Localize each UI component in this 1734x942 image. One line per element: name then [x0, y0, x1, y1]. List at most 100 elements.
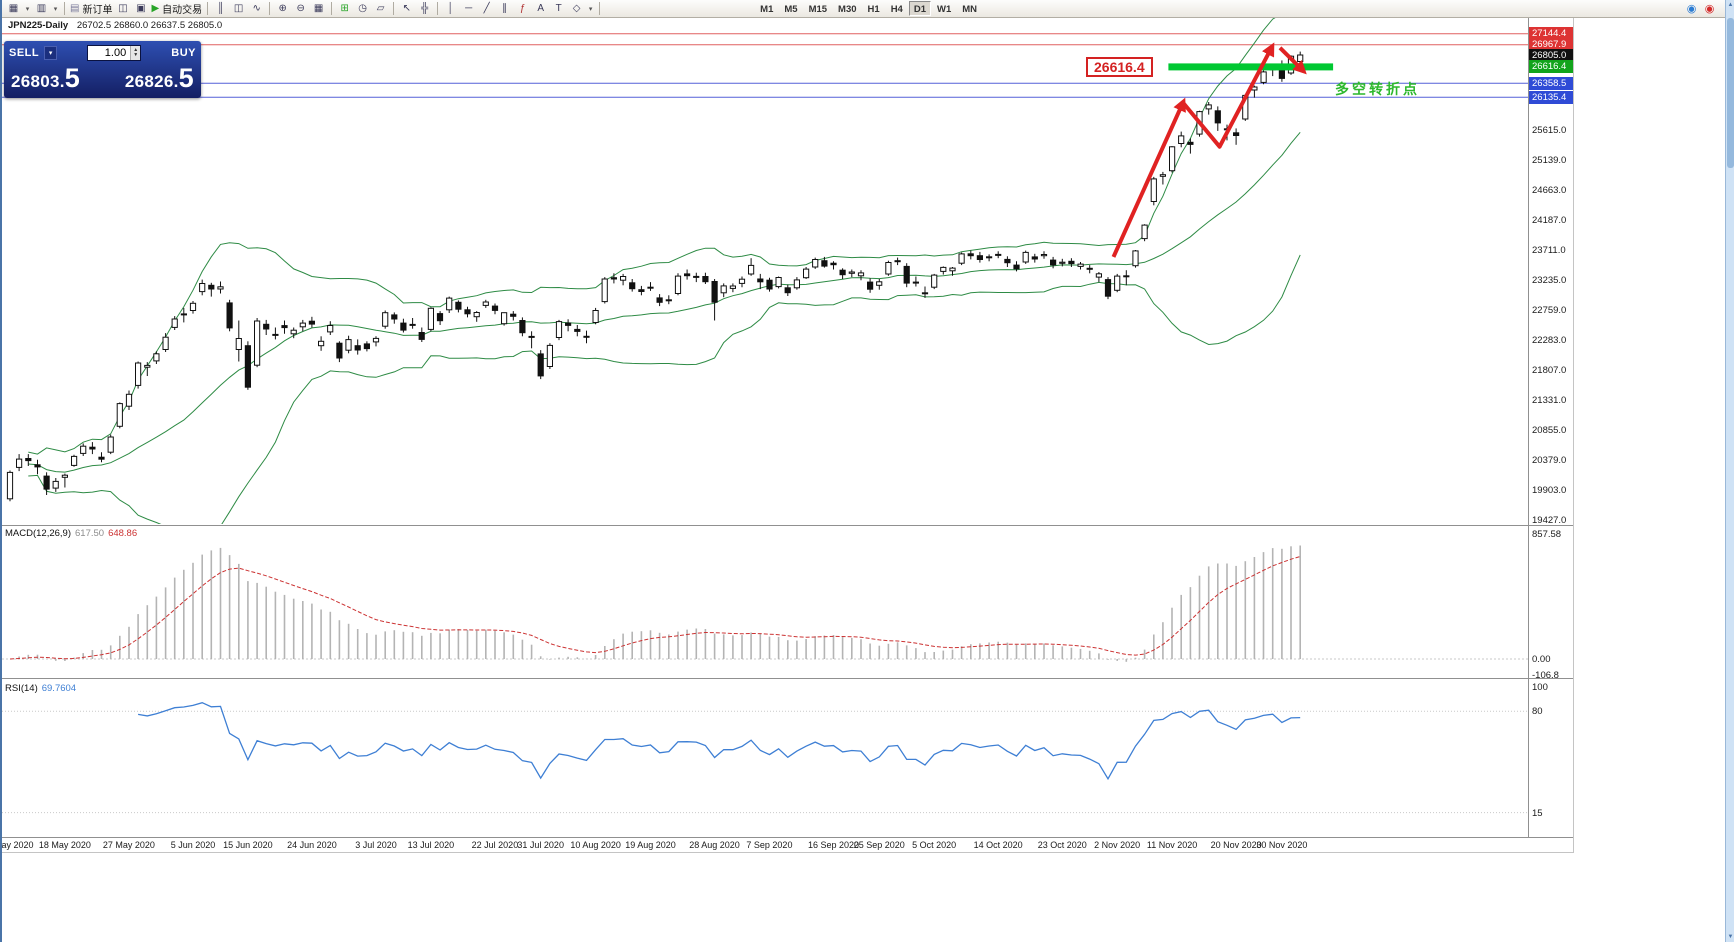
- timeframe-h1-button[interactable]: H1: [867, 4, 880, 15]
- community-icon[interactable]: ◉: [1686, 3, 1697, 15]
- new-chart-button[interactable]: ▦: [5, 1, 22, 16]
- tile-windows-button[interactable]: ▦: [310, 1, 327, 16]
- candlestick-chart-icon: ◫: [233, 3, 244, 14]
- crosshair-button[interactable]: ╬: [416, 1, 433, 16]
- macd-axis-label: 0.00: [1532, 654, 1551, 665]
- ohlc-readout: 26702.5 26860.0 26637.5 26805.0: [76, 20, 223, 31]
- scrollbar-thumb[interactable]: [1727, 18, 1734, 168]
- templates-icon: ▱: [376, 3, 385, 14]
- toolbar-separator: [599, 2, 601, 15]
- timeframe-d1-button[interactable]: D1: [908, 1, 931, 16]
- vertical-line-button[interactable]: │: [442, 1, 459, 16]
- text-icon: A: [537, 3, 544, 14]
- trendline-button[interactable]: ╱: [478, 1, 495, 16]
- chevron-down-icon: ▾: [48, 49, 53, 57]
- trade-panel-dropdown[interactable]: ▾: [44, 45, 58, 60]
- price-level-annotation[interactable]: 26616.4: [1086, 57, 1153, 77]
- cursor-button[interactable]: ↖: [398, 1, 415, 16]
- vertical-scrollbar[interactable]: ▲ ▼: [1725, 0, 1734, 942]
- new-chart-dropdown[interactable]: ▾: [23, 1, 32, 16]
- price-axis-label: 21331.0: [1532, 394, 1567, 406]
- time-axis-label: 23 Oct 2020: [1037, 840, 1087, 850]
- new-chart-icon: ▾: [25, 5, 30, 13]
- data-window-icon: ▣: [136, 3, 146, 14]
- bar-chart-icon: ║: [217, 3, 225, 14]
- templates-button[interactable]: ▱: [372, 1, 389, 16]
- time-axis-label: 7 Sep 2020: [746, 840, 793, 850]
- price-axis-label: 20855.0: [1532, 424, 1567, 436]
- auto-trading-button[interactable]: ▶ 自动交易: [150, 1, 203, 16]
- time-axis-label: 22 Jul 2020: [471, 840, 519, 850]
- profiles-dropdown[interactable]: ▾: [51, 1, 60, 16]
- timeframe-mn-button[interactable]: MN: [962, 4, 978, 15]
- period-button[interactable]: ◷: [354, 1, 371, 16]
- time-axis-label: 10 Aug 2020: [570, 840, 621, 850]
- market-watch-icon: ◫: [118, 3, 128, 14]
- rsi-value: 69.7604: [41, 683, 77, 694]
- zoom-in-button[interactable]: ⊕: [274, 1, 291, 16]
- spinner-down-icon: ▼: [133, 51, 139, 58]
- new-order-button[interactable]: ▤ 新订单: [69, 1, 113, 16]
- line-chart-button[interactable]: ∿: [248, 1, 265, 16]
- volume-input[interactable]: 1.00 ▲ ▼: [87, 44, 142, 61]
- buy-price[interactable]: 26826.5: [124, 63, 194, 93]
- timeframe-w1-button[interactable]: W1: [937, 4, 952, 15]
- macd-panel-separator[interactable]: [2, 525, 1573, 526]
- horizontal-line-button[interactable]: ─: [460, 1, 477, 16]
- profiles-button[interactable]: ▥: [33, 1, 50, 16]
- candlestick-chart-button[interactable]: ◫: [230, 1, 247, 16]
- macd-label: MACD(12,26,9) 617.50 648.86: [5, 528, 138, 539]
- macd-indicator-panel[interactable]: [2, 527, 1528, 677]
- notifications-icon[interactable]: ◉: [1704, 3, 1715, 15]
- timeframe-h4-button[interactable]: H4: [890, 4, 903, 15]
- sell-button[interactable]: SELL: [9, 46, 40, 59]
- channel-icon: ∥: [502, 3, 508, 14]
- fibonacci-icon: ƒ: [519, 3, 526, 14]
- fibonacci-button[interactable]: ƒ: [514, 1, 531, 16]
- timeframe-m5-button[interactable]: M5: [784, 4, 798, 15]
- bar-chart-button[interactable]: ║: [212, 1, 229, 16]
- time-axis-label: 3 Jul 2020: [355, 840, 397, 850]
- price-chart[interactable]: [2, 17, 1528, 524]
- scroll-up-icon[interactable]: ▲: [1727, 2, 1734, 8]
- indicators-button[interactable]: ⊞: [336, 1, 353, 16]
- profiles-icon: ▾: [53, 5, 58, 13]
- price-axis-marker: 27144.4: [1529, 27, 1573, 41]
- time-axis-label: 14 Oct 2020: [973, 840, 1023, 850]
- text-label-button[interactable]: T: [550, 1, 567, 16]
- timeframe-m1-button[interactable]: M1: [760, 4, 774, 15]
- rsi-label: RSI(14) 69.7604: [5, 683, 77, 694]
- price-axis-marker: 26967.9: [1529, 38, 1573, 52]
- text-button[interactable]: A: [532, 1, 549, 16]
- buy-button[interactable]: BUY: [171, 46, 196, 59]
- sell-price[interactable]: 26803.5: [11, 63, 81, 93]
- shapes-dropdown[interactable]: ▾: [586, 1, 595, 16]
- zoom-out-button[interactable]: ⊖: [292, 1, 309, 16]
- rsi-axis-label: 100: [1532, 682, 1548, 693]
- timeframe-m30-button[interactable]: M30: [838, 4, 857, 15]
- market-watch-button[interactable]: ◫: [114, 1, 131, 16]
- data-window-button[interactable]: ▣: [132, 1, 149, 16]
- price-axis-label: 25615.0: [1532, 125, 1567, 136]
- toolbar-separator: [207, 2, 209, 15]
- shapes-button[interactable]: ◇: [568, 1, 585, 16]
- horizontal-line-icon: ─: [465, 3, 473, 14]
- scroll-down-icon[interactable]: ▼: [1727, 934, 1734, 940]
- timeframe-m15-button[interactable]: M15: [808, 4, 828, 15]
- auto-trading-icon: ▶: [151, 3, 160, 14]
- vertical-line-icon: │: [447, 3, 454, 14]
- time-axis-label: 19 Aug 2020: [625, 840, 676, 850]
- turning-point-annotation[interactable]: 多空转折点: [1335, 81, 1420, 97]
- rsi-panel-separator[interactable]: [2, 678, 1573, 679]
- channel-button[interactable]: ∥: [496, 1, 513, 16]
- rsi-indicator-panel[interactable]: [2, 680, 1528, 836]
- cursor-icon: ↖: [402, 3, 411, 14]
- time-axis-label: 31 Jul 2020: [517, 840, 564, 850]
- macd-axis-label: -106.8: [1532, 670, 1559, 682]
- period-icon: ◷: [358, 3, 368, 14]
- volume-spinner[interactable]: ▲ ▼: [130, 45, 141, 60]
- time-axis-label: 15 Jun 2020: [223, 840, 273, 850]
- spinner-up-icon: ▲: [133, 46, 139, 53]
- time-axis-label: 25 Sep 2020: [853, 840, 905, 850]
